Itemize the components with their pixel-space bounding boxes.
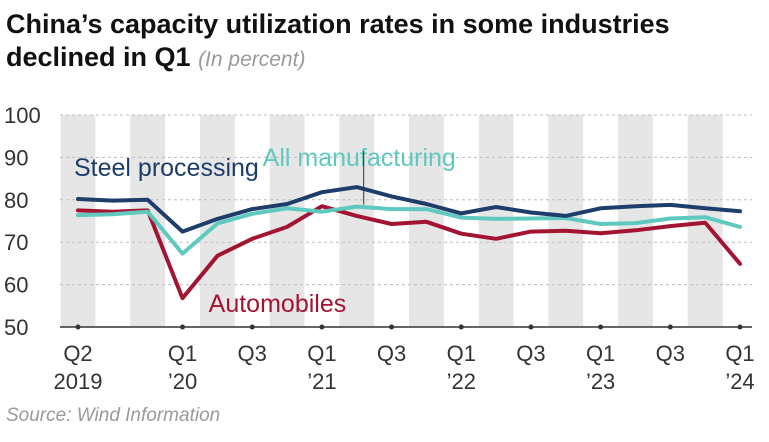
band-2 bbox=[130, 115, 166, 327]
series-line-steel-processing bbox=[76, 185, 742, 234]
alternating-bands bbox=[60, 115, 723, 327]
chart-unit-label: (In percent) bbox=[198, 48, 306, 71]
y-axis-tick-labels: 50 60 70 80 90 100 bbox=[4, 103, 41, 340]
x-tick-label-9: Q3 bbox=[377, 341, 406, 366]
series-label-all-manufacturing: All manufacturing bbox=[263, 144, 456, 172]
y-tick-label-80: 80 bbox=[4, 188, 28, 213]
x-tick-mark-11 bbox=[458, 324, 464, 330]
series-label-automobiles: Automobiles bbox=[209, 290, 347, 318]
source-note: Source: Wind Information bbox=[6, 405, 221, 426]
x-tick-label-19: Q1 bbox=[725, 341, 754, 366]
chart-title: China’s capacity utilization rates in so… bbox=[6, 8, 766, 76]
chart-title-main: China’s capacity utilization rates in so… bbox=[6, 9, 670, 72]
x-axis-tick-labels: Q2 2019 Q1 ’20 Q3 Q1 ’21 Q3 Q1 ’22 Q3 Q1 ’23 Q3 Q1 ’24 bbox=[54, 324, 755, 394]
x-tick-label-year-7: ’21 bbox=[307, 369, 336, 394]
x-tick-label-7: Q1 bbox=[307, 341, 336, 366]
band-0 bbox=[60, 115, 96, 327]
series-line-all-manufacturing bbox=[76, 204, 742, 256]
x-tick-label-0: Q2 bbox=[63, 341, 92, 366]
band-12 bbox=[478, 115, 514, 327]
y-tick-label-70: 70 bbox=[4, 230, 28, 255]
x-tick-label-11: Q1 bbox=[447, 341, 476, 366]
y-tick-label-50: 50 bbox=[4, 315, 28, 340]
x-tick-label-year-11: ’22 bbox=[447, 369, 476, 394]
x-tick-label-3: Q1 bbox=[168, 341, 197, 366]
x-tick-label-year-3: ’20 bbox=[168, 369, 197, 394]
x-tick-mark-13 bbox=[528, 324, 534, 330]
series-lines bbox=[76, 185, 742, 301]
x-tick-mark-17 bbox=[667, 324, 673, 330]
y-tick-label-100: 100 bbox=[4, 103, 41, 128]
x-tick-label-year-15: ’23 bbox=[586, 369, 615, 394]
x-tick-mark-7 bbox=[319, 324, 325, 330]
x-tick-label-5: Q3 bbox=[238, 341, 267, 366]
x-tick-mark-3 bbox=[180, 324, 186, 330]
x-tick-mark-19 bbox=[737, 324, 743, 330]
x-tick-label-15: Q1 bbox=[586, 341, 615, 366]
x-tick-label-13: Q3 bbox=[516, 341, 545, 366]
x-tick-mark-15 bbox=[598, 324, 604, 330]
series-line-automobiles bbox=[76, 204, 742, 301]
band-8 bbox=[339, 115, 375, 327]
x-tick-label-17: Q3 bbox=[656, 341, 685, 366]
y-tick-label-90: 90 bbox=[4, 145, 28, 170]
x-tick-label-year-19: ’24 bbox=[725, 369, 754, 394]
x-tick-label-year-0: 2019 bbox=[54, 369, 103, 394]
x-tick-mark-0 bbox=[75, 324, 81, 330]
x-tick-mark-9 bbox=[389, 324, 395, 330]
x-tick-mark-5 bbox=[249, 324, 255, 330]
y-tick-label-60: 60 bbox=[4, 273, 28, 298]
series-label-steel-processing: Steel processing bbox=[74, 154, 259, 182]
